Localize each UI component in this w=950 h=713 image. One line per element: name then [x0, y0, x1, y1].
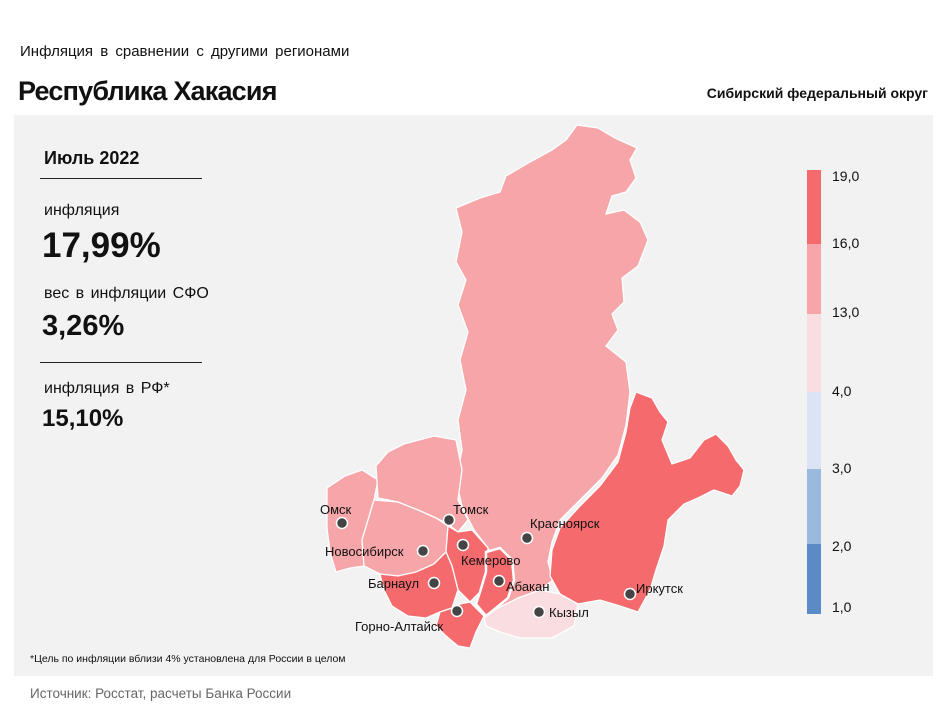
krasnoyarsk-marker	[520, 531, 534, 545]
district-label: Сибирский федеральный округ	[706, 85, 928, 101]
gorno-altaysk-marker	[450, 604, 464, 618]
weight-label: вес в инфляции СФО	[44, 285, 209, 302]
region-tyva	[483, 589, 579, 639]
khakassia-highlight	[474, 546, 516, 618]
legend-bin-16-19	[807, 170, 821, 244]
region-altai-krai	[379, 550, 459, 619]
inflation-label: инфляция	[44, 202, 120, 219]
weight-value: 3,26%	[42, 310, 125, 342]
legend-bin-13-16	[807, 244, 821, 314]
footnote: *Цель по инфляции вблизи 4% установлена …	[30, 653, 346, 665]
rf-inflation-value: 15,10%	[42, 405, 124, 432]
barnaul-marker	[427, 576, 441, 590]
legend-tick: 4,0	[832, 383, 852, 399]
city-label-irkutsk: Иркутск	[636, 581, 683, 596]
legend-bin-3-4	[807, 392, 821, 469]
omsk-marker	[335, 516, 349, 530]
legend-bin-2-3	[807, 469, 821, 544]
irkutsk-marker	[623, 587, 637, 601]
legend-tick: 19,0	[832, 168, 859, 184]
inflation-value: 17,99%	[42, 226, 161, 265]
color-legend: 19,0 16,0 13,0 4,0 3,0 2,0 1,0	[807, 168, 859, 615]
city-label-barnaul: Барнаул	[368, 576, 419, 591]
novosibirsk-marker	[416, 544, 430, 558]
city-label-tomsk: Томск	[453, 502, 489, 517]
city-label-novosibirsk: Новосибирск	[325, 544, 404, 559]
legend-tick: 3,0	[832, 460, 852, 476]
legend-tick: 1,0	[832, 599, 852, 615]
abakan-marker	[492, 574, 506, 588]
source-note: Источник: Росстат, расчеты Банка России	[30, 686, 292, 701]
page-title: Республика Хакасия	[18, 76, 277, 106]
city-label-kyzyl: Кызыл	[549, 605, 589, 620]
legend-bin-4-13	[807, 314, 821, 392]
divider	[40, 362, 202, 363]
city-markers: Омск Томск Новосибирск Кемерово Краснояр…	[320, 502, 683, 634]
legend-tick: 2,0	[832, 538, 852, 554]
city-label-gorno-altaysk: Горно-Алтайск	[355, 619, 443, 634]
period-label: Июль 2022	[44, 148, 140, 168]
legend-tick: 13,0	[832, 304, 859, 320]
rf-inflation-label: инфляция в РФ*	[44, 380, 170, 397]
kyzyl-marker	[532, 605, 546, 619]
legend-tick: 16,0	[832, 235, 859, 251]
legend-bin-1-2	[807, 544, 821, 614]
city-label-krasnoyarsk: Красноярск	[530, 516, 600, 531]
kemerovo-marker	[456, 538, 470, 552]
city-label-omsk: Омск	[320, 502, 352, 517]
page-subtitle: Инфляция в сравнении с другими регионами	[20, 43, 350, 60]
region-irkutsk-oblast	[549, 391, 745, 613]
region-krasnoyarsk-krai	[455, 124, 649, 619]
city-label-kemerovo: Кемерово	[461, 553, 520, 568]
divider	[40, 178, 202, 179]
city-label-abakan: Абакан	[506, 579, 549, 594]
tomsk-marker	[442, 513, 456, 527]
